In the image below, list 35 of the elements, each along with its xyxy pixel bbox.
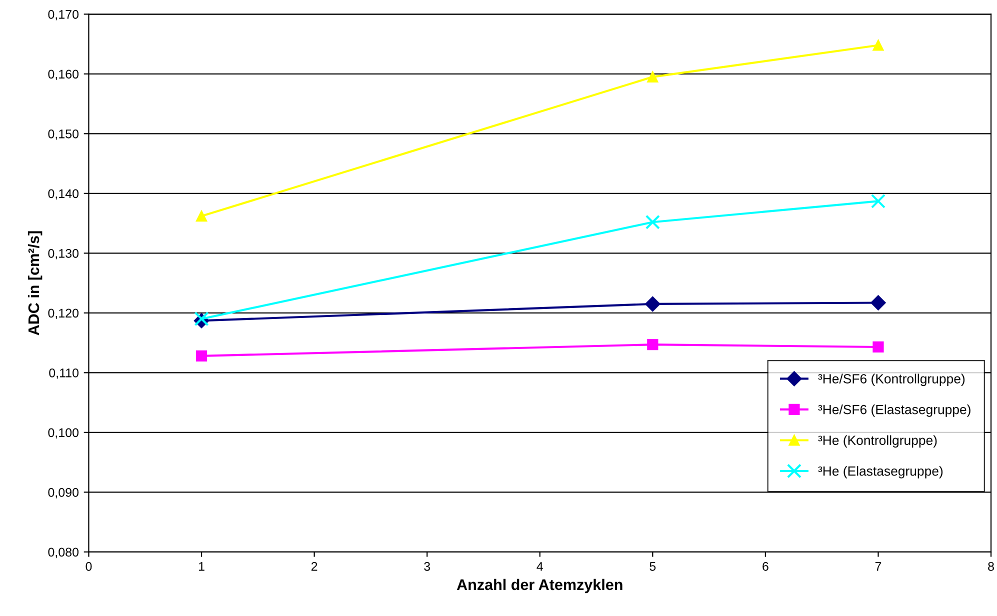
legend-label: ³He/SF6 (Kontrollgruppe) <box>818 374 965 386</box>
y-tick-label: 0,140 <box>48 189 79 200</box>
y-tick-label: 0,130 <box>48 248 79 260</box>
point <box>872 40 884 51</box>
legend-label: ³He/SF6 (Elastasegruppe) <box>818 404 970 417</box>
x-tick-label: 0 <box>86 562 92 571</box>
point <box>645 214 660 230</box>
x-tick-label: 6 <box>762 562 768 571</box>
x-tick-label: 2 <box>311 562 318 571</box>
y-tick-label: 0,120 <box>48 308 79 320</box>
x-tick-label: 8 <box>988 562 994 571</box>
point <box>647 71 658 82</box>
x-tick-label: 7 <box>875 562 882 571</box>
y-axis-title: ADC in [cm²/s] <box>28 231 42 336</box>
x-tick-label: 5 <box>650 562 656 571</box>
point <box>872 341 884 353</box>
y-tick-label: 0,110 <box>49 368 79 379</box>
legend-label: ³He (Elastasegruppe) <box>818 466 943 478</box>
point <box>870 295 886 310</box>
point <box>870 194 886 208</box>
point <box>196 210 208 222</box>
legend-label: ³He (Kontrollgruppe) <box>818 435 937 448</box>
x-axis-title: Anzahl der Atemzyklen <box>456 578 622 594</box>
y-tick-label: 0,160 <box>48 70 79 80</box>
y-tick-label: 0,170 <box>48 10 79 20</box>
y-tick-label: 0,090 <box>48 488 79 498</box>
y-tick-label: 0,150 <box>48 129 79 140</box>
y-tick-label: 0,100 <box>48 428 79 439</box>
x-tick-label: 4 <box>536 562 543 571</box>
point <box>645 296 660 312</box>
y-tick-label: 0,080 <box>48 548 79 558</box>
x-tick-label: 3 <box>424 562 430 571</box>
point <box>647 339 658 350</box>
point <box>196 350 208 362</box>
x-tick-label: 1 <box>198 562 204 571</box>
